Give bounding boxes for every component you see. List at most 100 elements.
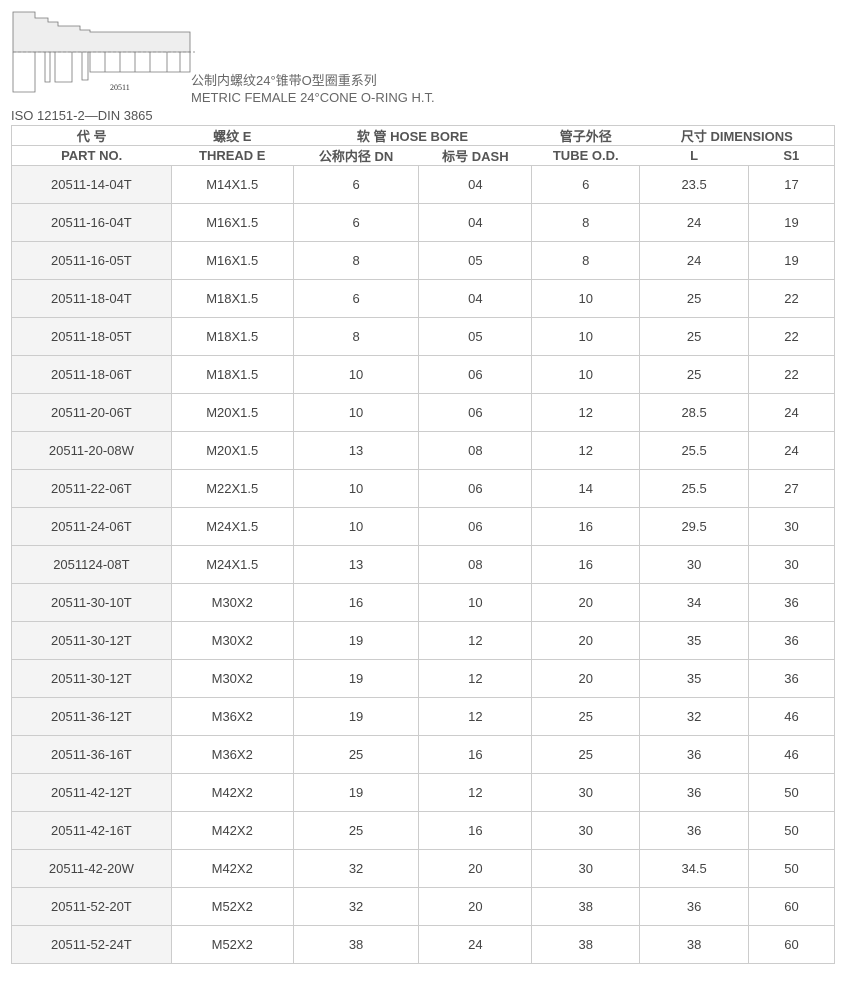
spec-table: 代 号 螺纹 E 软 管 HOSE BORE 管子外径 尺寸 DIMENSION… xyxy=(11,125,835,964)
cell-s1: 36 xyxy=(748,583,835,622)
cell-dash: 05 xyxy=(418,241,533,280)
table-row: 20511-36-12T M36X2 19 12 25 32 46 xyxy=(11,697,835,736)
cell-thread: M16X1.5 xyxy=(170,203,294,242)
cell-s1: 22 xyxy=(748,317,835,356)
cell-tube-od: 38 xyxy=(531,887,641,926)
cell-dash: 10 xyxy=(418,583,533,622)
cell-l: 25 xyxy=(639,317,750,356)
cell-tube-od: 30 xyxy=(531,811,641,850)
cell-dn: 13 xyxy=(292,431,420,470)
cell-l: 28.5 xyxy=(639,393,750,432)
cell-s1: 19 xyxy=(748,203,835,242)
cell-part-no: 20511-30-12T xyxy=(11,659,172,698)
cell-thread: M36X2 xyxy=(170,735,294,774)
cell-l: 36 xyxy=(639,735,750,774)
table-row: 20511-16-04T M16X1.5 6 04 8 24 19 xyxy=(11,203,835,242)
table-row: 20511-36-16T M36X2 25 16 25 36 46 xyxy=(11,735,835,774)
cell-part-no: 20511-36-12T xyxy=(11,697,172,736)
title-chinese: 公制内螺纹24°锥带O型圈重系列 xyxy=(191,73,377,88)
cell-l: 36 xyxy=(639,773,750,812)
cell-thread: M30X2 xyxy=(170,621,294,660)
cell-l: 30 xyxy=(639,545,750,584)
cell-dash: 04 xyxy=(418,279,533,318)
cell-dn: 16 xyxy=(292,583,420,622)
cell-dn: 32 xyxy=(292,887,420,926)
cell-part-no: 20511-18-04T xyxy=(11,279,172,318)
header-dimensions: 尺寸 DIMENSIONS xyxy=(639,125,835,146)
cell-thread: M14X1.5 xyxy=(170,165,294,204)
cell-s1: 46 xyxy=(748,735,835,774)
cell-l: 35 xyxy=(639,621,750,660)
cell-s1: 36 xyxy=(748,621,835,660)
cell-tube-od: 38 xyxy=(531,925,641,964)
cell-s1: 46 xyxy=(748,697,835,736)
cell-dash: 06 xyxy=(418,469,533,508)
cell-dn: 6 xyxy=(292,279,420,318)
cell-tube-od: 25 xyxy=(531,697,641,736)
cell-s1: 50 xyxy=(748,849,835,888)
cell-part-no: 20511-16-04T xyxy=(11,203,172,242)
header-thread-cn: 螺纹 E xyxy=(171,125,294,146)
cell-part-no: 20511-14-04T xyxy=(11,165,172,204)
cell-dn: 25 xyxy=(292,735,420,774)
cell-dn: 8 xyxy=(292,241,420,280)
cell-l: 36 xyxy=(639,887,750,926)
cell-thread: M30X2 xyxy=(170,659,294,698)
cell-dash: 06 xyxy=(418,507,533,546)
cell-dash: 12 xyxy=(418,697,533,736)
cell-thread: M24X1.5 xyxy=(170,507,294,546)
cell-dn: 19 xyxy=(292,697,420,736)
cell-part-no: 20511-16-05T xyxy=(11,241,172,280)
cell-dn: 19 xyxy=(292,621,420,660)
table-row: 20511-22-06T M22X1.5 10 06 14 25.5 27 xyxy=(11,469,835,508)
cell-dash: 20 xyxy=(418,887,533,926)
cell-thread: M42X2 xyxy=(170,849,294,888)
cell-s1: 24 xyxy=(748,431,835,470)
cell-tube-od: 8 xyxy=(531,241,641,280)
cell-part-no: 2051124-08T xyxy=(11,545,172,584)
header-hose-bore: 软 管 HOSE BORE xyxy=(293,125,532,146)
cell-dash: 06 xyxy=(418,393,533,432)
cell-dash: 04 xyxy=(418,165,533,204)
cell-s1: 24 xyxy=(748,393,835,432)
cell-l: 34 xyxy=(639,583,750,622)
cell-part-no: 20511-24-06T xyxy=(11,507,172,546)
cell-dn: 6 xyxy=(292,203,420,242)
cell-l: 35 xyxy=(639,659,750,698)
table-row: 20511-20-08W M20X1.5 13 08 12 25.5 24 xyxy=(11,431,835,470)
table-row: 20511-18-05T M18X1.5 8 05 10 25 22 xyxy=(11,317,835,356)
cell-s1: 50 xyxy=(748,773,835,812)
table-row: 20511-18-04T M18X1.5 6 04 10 25 22 xyxy=(11,279,835,318)
header-thread-e: THREAD E xyxy=(171,145,294,166)
cell-dn: 19 xyxy=(292,659,420,698)
header-dn: 公称内径 DN xyxy=(293,145,419,166)
header-row-2: PART NO. THREAD E 公称内径 DN 标号 DASH TUBE O… xyxy=(11,145,835,166)
cell-dn: 8 xyxy=(292,317,420,356)
cell-s1: 19 xyxy=(748,241,835,280)
header-tube-cn: 管子外径 xyxy=(531,125,640,146)
table-row: 20511-52-20T M52X2 32 20 38 36 60 xyxy=(11,887,835,926)
cell-tube-od: 16 xyxy=(531,507,641,546)
table-row: 20511-42-20W M42X2 32 20 30 34.5 50 xyxy=(11,849,835,888)
cell-tube-od: 30 xyxy=(531,849,641,888)
cell-thread: M42X2 xyxy=(170,773,294,812)
cell-thread: M30X2 xyxy=(170,583,294,622)
cell-part-no: 20511-42-20W xyxy=(11,849,172,888)
cell-dash: 04 xyxy=(418,203,533,242)
cell-l: 25 xyxy=(639,279,750,318)
table-row: 20511-18-06T M18X1.5 10 06 10 25 22 xyxy=(11,355,835,394)
cell-part-no: 20511-42-12T xyxy=(11,773,172,812)
cell-thread: M16X1.5 xyxy=(170,241,294,280)
cell-dn: 10 xyxy=(292,507,420,546)
cell-thread: M36X2 xyxy=(170,697,294,736)
table-row: 20511-30-12T M30X2 19 12 20 35 36 xyxy=(11,659,835,698)
header-s1: S1 xyxy=(748,145,835,166)
header-part-cn: 代 号 xyxy=(11,125,172,146)
cell-s1: 17 xyxy=(748,165,835,204)
table-row: 20511-42-12T M42X2 19 12 30 36 50 xyxy=(11,773,835,812)
cell-s1: 60 xyxy=(748,925,835,964)
title-english: METRIC FEMALE 24°CONE O-RING H.T. xyxy=(191,90,435,105)
cell-tube-od: 12 xyxy=(531,393,641,432)
cell-tube-od: 20 xyxy=(531,621,641,660)
cell-dn: 10 xyxy=(292,393,420,432)
